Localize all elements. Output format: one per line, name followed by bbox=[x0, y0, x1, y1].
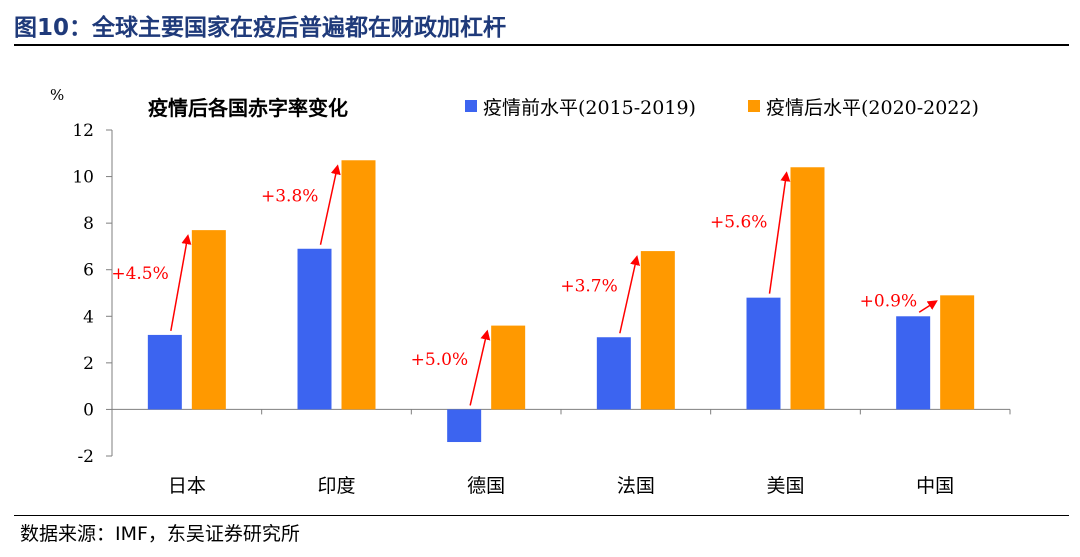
change-label-1: +3.8% bbox=[261, 187, 318, 207]
x-tick-label: 法国 bbox=[617, 475, 655, 497]
legend-item-post: 疫情后水平(2020-2022) bbox=[748, 94, 979, 119]
source-note: 数据来源：IMF，东吴证券研究所 bbox=[20, 523, 300, 545]
bar-pre-0 bbox=[147, 334, 182, 410]
y-tick-label: 2 bbox=[83, 354, 94, 374]
change-arrow-3 bbox=[619, 255, 640, 334]
bar-chart: -2 0 2 4 6 8 10 12 日本 +4.5% 印度 +3.8% 德国 +5.0% 法国 +3.7% 美… bbox=[72, 121, 1011, 497]
change-label-2: +5.0% bbox=[411, 350, 468, 370]
y-tick-label: 4 bbox=[83, 307, 94, 327]
bar-post-5 bbox=[940, 295, 975, 410]
bar-post-2 bbox=[491, 325, 526, 410]
legend-label-post: 疫情后水平(2020-2022) bbox=[766, 96, 979, 119]
header-rule bbox=[14, 44, 1069, 46]
y-tick-label: 0 bbox=[83, 400, 94, 420]
legend-label-pre: 疫情前水平(2015-2019) bbox=[483, 96, 696, 119]
change-arrow-1 bbox=[319, 164, 341, 245]
y-tick-label: -2 bbox=[77, 447, 94, 467]
change-arrow-5 bbox=[918, 300, 938, 313]
legend-item-pre: 疫情前水平(2015-2019) bbox=[465, 94, 696, 119]
bar-post-3 bbox=[640, 251, 675, 410]
figure-header: 图10：全球主要国家在疫后普遍都在财政加杠杆 bbox=[0, 0, 1080, 48]
change-arrow-4 bbox=[768, 171, 791, 294]
legend-swatch-post bbox=[748, 100, 760, 112]
change-label-4: +5.6% bbox=[710, 212, 767, 232]
bar-pre-4 bbox=[746, 297, 781, 410]
x-tick-label: 中国 bbox=[916, 475, 954, 497]
x-tick-label: 日本 bbox=[168, 475, 206, 497]
bar-pre-2 bbox=[447, 409, 482, 443]
legend-swatch-pre bbox=[465, 100, 477, 112]
y-tick-label: 12 bbox=[72, 121, 94, 141]
x-tick-label: 德国 bbox=[467, 475, 505, 497]
y-tick-label: 8 bbox=[83, 214, 94, 234]
y-tick-label: 6 bbox=[83, 261, 94, 281]
bar-post-1 bbox=[341, 160, 376, 410]
x-tick-label: 美国 bbox=[766, 475, 804, 497]
footer-rule bbox=[14, 515, 1069, 516]
bar-pre-1 bbox=[297, 248, 332, 410]
bar-post-4 bbox=[790, 167, 825, 410]
y-axis-unit: % bbox=[50, 86, 65, 104]
change-label-0: +4.5% bbox=[111, 264, 168, 284]
change-label-5: +0.9% bbox=[860, 291, 917, 311]
change-label-3: +3.7% bbox=[560, 276, 617, 296]
figure-title: 图10：全球主要国家在疫后普遍都在财政加杠杆 bbox=[14, 15, 507, 41]
change-arrow-0 bbox=[170, 234, 192, 332]
bar-post-0 bbox=[191, 230, 226, 410]
x-tick-label: 印度 bbox=[317, 475, 355, 497]
chart-title: 疫情后各国赤字率变化 bbox=[148, 96, 348, 120]
y-tick-label: 10 bbox=[72, 168, 94, 188]
bar-pre-3 bbox=[596, 337, 631, 410]
change-arrow-2 bbox=[469, 329, 491, 406]
bar-pre-5 bbox=[896, 316, 931, 410]
